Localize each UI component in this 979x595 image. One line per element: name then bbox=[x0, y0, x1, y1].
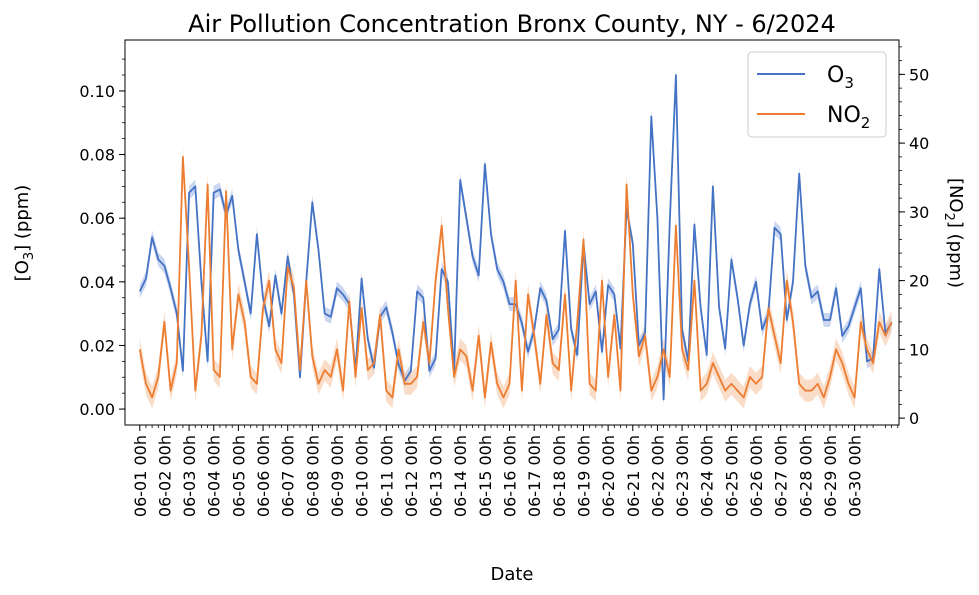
x-tick-label: 06-11 00h bbox=[377, 435, 396, 517]
legend-o3-label: O3 bbox=[827, 63, 854, 92]
no2-band bbox=[139, 145, 892, 409]
no2-series-line bbox=[138, 155, 893, 399]
left-y-tick-label: 0.04 bbox=[79, 273, 115, 292]
legend: O3 NO2 bbox=[747, 51, 887, 138]
o3-band bbox=[139, 68, 892, 407]
x-axis: 06-01 00h 06-02 00h 06-03 00h 06-04 00h 06-0… bbox=[131, 425, 899, 517]
x-tick-label: 06-14 00h bbox=[451, 435, 470, 517]
right-y-axis-label: [NO2] (ppm) bbox=[941, 178, 966, 288]
left-y-axis: 0.00 0.02 0.04 0.06 0.08 0.10 bbox=[79, 58, 125, 419]
x-tick-label: 06-26 00h bbox=[747, 435, 766, 517]
x-tick-label: 06-10 00h bbox=[353, 435, 372, 517]
x-tick-label: 06-08 00h bbox=[303, 435, 322, 517]
right-y-axis: 0 10 20 30 40 50 bbox=[899, 46, 929, 428]
x-tick-label: 06-28 00h bbox=[796, 435, 815, 517]
right-y-tick-label: 50 bbox=[909, 65, 929, 84]
left-y-tick-label: 0.06 bbox=[79, 209, 115, 228]
x-tick-label: 06-21 00h bbox=[624, 435, 643, 517]
x-tick-label: 06-07 00h bbox=[279, 435, 298, 517]
left-y-tick-label: 0.02 bbox=[79, 336, 115, 355]
left-y-tick-label: 0.00 bbox=[79, 400, 115, 419]
right-y-tick-label: 0 bbox=[909, 409, 919, 428]
chart-title: Air Pollution Concentration Bronx County… bbox=[188, 10, 836, 38]
x-tick-label: 06-19 00h bbox=[574, 435, 593, 517]
x-tick-label: 06-09 00h bbox=[328, 435, 347, 517]
x-tick-label: 06-15 00h bbox=[476, 435, 495, 517]
x-tick-label: 06-03 00h bbox=[180, 435, 199, 517]
x-tick-label: 06-12 00h bbox=[402, 435, 421, 517]
x-tick-label: 06-02 00h bbox=[155, 435, 174, 517]
x-tick-label: 06-25 00h bbox=[722, 435, 741, 517]
right-y-tick-label: 40 bbox=[909, 134, 929, 153]
uncertainty-bands bbox=[139, 68, 892, 409]
x-tick-label: 06-24 00h bbox=[698, 435, 717, 517]
x-tick-label: 06-18 00h bbox=[550, 435, 569, 517]
right-y-tick-label: 30 bbox=[909, 203, 929, 222]
x-tick-label: 06-20 00h bbox=[599, 435, 618, 517]
legend-no2-label: NO2 bbox=[827, 103, 870, 132]
right-y-tick-label: 20 bbox=[909, 272, 929, 291]
x-tick-label: 06-22 00h bbox=[648, 435, 667, 517]
x-axis-label: Date bbox=[490, 564, 533, 585]
x-tick-label: 06-30 00h bbox=[846, 435, 865, 517]
left-y-tick-label: 0.08 bbox=[79, 146, 115, 165]
x-tick-label: 06-05 00h bbox=[229, 435, 248, 517]
x-tick-label: 06-29 00h bbox=[821, 435, 840, 517]
plot-frame bbox=[124, 39, 900, 426]
x-tick-label: 06-16 00h bbox=[501, 435, 520, 517]
x-tick-label: 06-17 00h bbox=[525, 435, 544, 517]
x-tick-label: 06-13 00h bbox=[427, 435, 446, 517]
left-y-axis-label: [O3] (ppm) bbox=[12, 185, 37, 282]
right-y-tick-label: 10 bbox=[909, 340, 929, 359]
o3-series-line bbox=[138, 74, 893, 401]
x-tick-label: 06-23 00h bbox=[673, 435, 692, 517]
x-tick-label: 06-04 00h bbox=[205, 435, 224, 517]
left-y-tick-label: 0.10 bbox=[79, 82, 115, 101]
x-tick-label: 06-01 00h bbox=[131, 435, 150, 517]
x-tick-label: 06-06 00h bbox=[254, 435, 273, 517]
x-tick-label: 06-27 00h bbox=[772, 435, 791, 517]
series-lines bbox=[138, 74, 893, 401]
